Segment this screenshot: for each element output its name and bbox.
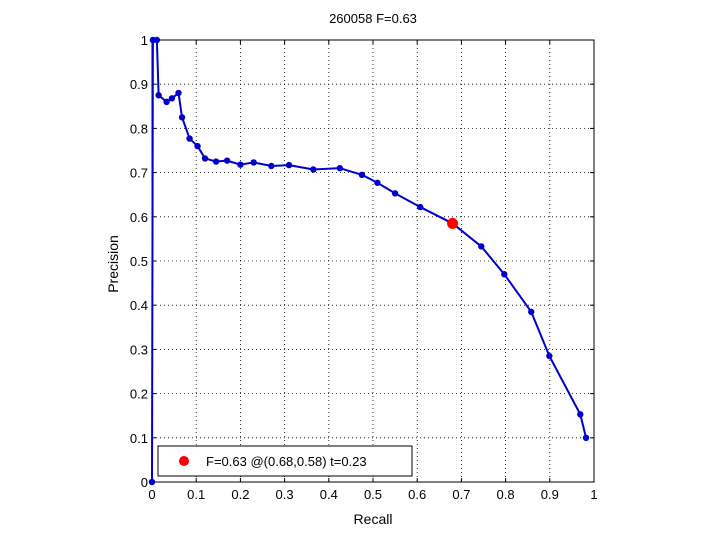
y-tick-label: 0.6 (130, 210, 148, 225)
x-axis-label: Recall (354, 511, 393, 527)
x-tick-label: 0 (148, 487, 155, 502)
data-point (358, 171, 366, 179)
data-point (582, 434, 590, 441)
data-point (201, 155, 209, 162)
x-tick-label: 1 (590, 487, 597, 502)
grid (152, 40, 594, 482)
data-point (310, 166, 317, 173)
y-tick-label: 0.1 (130, 431, 148, 446)
data-point (153, 36, 161, 44)
data-point (250, 159, 257, 166)
y-tick-label: 1 (141, 33, 148, 48)
data-point (223, 157, 231, 164)
y-axis-label: Precision (105, 235, 121, 293)
data-point (186, 135, 193, 142)
data-point (374, 179, 381, 186)
legend-box (157, 445, 413, 477)
data-point (546, 352, 553, 360)
y-tick-labels: 0 0.1 0.2 0.3 0.4 0.5 0.6 0.7 0.8 0.9 1 (130, 33, 148, 490)
data-point (285, 161, 293, 169)
data-point (175, 89, 182, 97)
x-tick-label: 0.2 (231, 487, 249, 502)
x-tick-label: 0.8 (497, 487, 515, 502)
x-tick-label: 0.7 (452, 487, 470, 502)
data-point (528, 308, 535, 316)
chart-title: 260058 F=0.63 (329, 11, 417, 26)
series-layer (148, 36, 590, 486)
y-tick-label: 0 (141, 475, 148, 490)
y-tick-label: 0.9 (130, 77, 148, 92)
data-point (212, 158, 220, 165)
x-tick-label: 0.9 (541, 487, 559, 502)
y-tick-label: 0.2 (130, 387, 148, 402)
data-point (577, 411, 584, 418)
best-f-point (447, 217, 459, 229)
data-point (178, 114, 186, 121)
legend-marker (179, 456, 189, 466)
data-point (148, 478, 156, 486)
y-tick-label: 0.3 (130, 342, 148, 357)
data-point (155, 92, 162, 99)
y-tick-label: 0.8 (130, 121, 148, 136)
x-tick-label: 0.4 (320, 487, 338, 502)
x-tick-label: 0.1 (187, 487, 205, 502)
data-point (168, 95, 176, 102)
data-point (336, 164, 344, 172)
y-tick-label: 0.5 (130, 254, 148, 269)
data-point (478, 243, 485, 250)
x-tick-label: 0.6 (408, 487, 426, 502)
legend: F=0.63 @(0.68,0.58) t=0.23 (157, 445, 413, 477)
data-point (391, 190, 399, 197)
data-point (501, 271, 508, 278)
y-tick-label: 0.7 (130, 166, 148, 181)
data-point (194, 142, 201, 150)
data-point (163, 98, 170, 106)
data-point (237, 161, 244, 168)
legend-label: F=0.63 @(0.68,0.58) t=0.23 (206, 454, 367, 469)
data-point (417, 203, 424, 211)
data-point (268, 162, 275, 170)
y-tick-label: 0.4 (130, 298, 148, 313)
x-tick-label: 0.5 (364, 487, 382, 502)
x-tick-label: 0.3 (276, 487, 294, 502)
x-tick-labels: 0 0.1 0.2 0.3 0.4 0.5 0.6 0.7 0.8 0.9 1 (148, 487, 597, 502)
